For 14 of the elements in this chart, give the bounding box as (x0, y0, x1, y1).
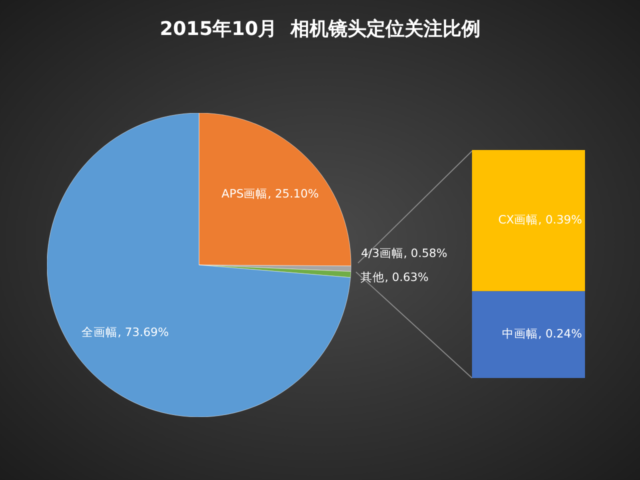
data-label: , 0.58% (403, 246, 448, 260)
series-label: CX画幅 (498, 212, 538, 227)
slice-label: APS画幅 (222, 186, 268, 200)
series-label: 中画幅 (502, 326, 538, 341)
slice-label: 4/3画幅 (360, 246, 404, 260)
pie-slice (47, 113, 351, 417)
slice-label: 其他 (360, 270, 385, 284)
data-label: , 0.24% (538, 326, 582, 341)
slice-label: 全画幅 (82, 324, 118, 339)
data-label: , 73.69% (118, 324, 169, 339)
data-label: , 25.10% (268, 186, 319, 200)
data-label: , 0.39% (538, 212, 582, 227)
chart-title: 2015年10月 相机镜头定位关注比例 (158, 17, 482, 42)
data-label: , 0.63% (384, 270, 429, 284)
